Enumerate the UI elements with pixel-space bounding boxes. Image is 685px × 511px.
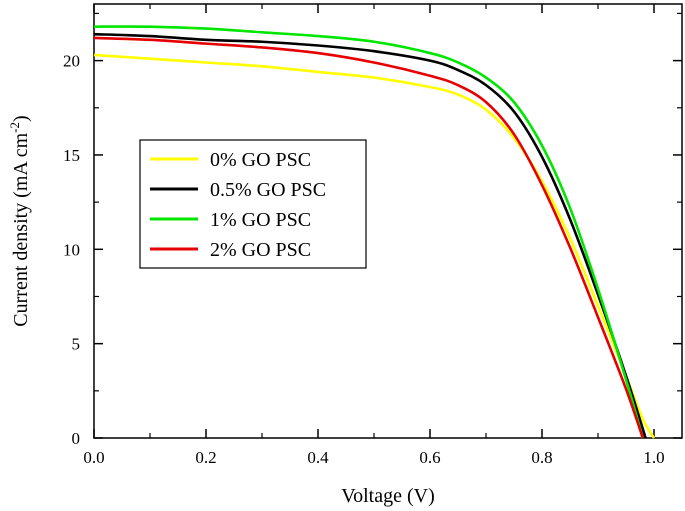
legend-label-2: 1% GO PSC: [210, 209, 311, 231]
x-tick-label: 0.4: [307, 448, 329, 467]
x-axis-title: Voltage (V): [341, 485, 435, 507]
y-tick-label: 0: [72, 429, 81, 448]
plot-frame: [93, 3, 683, 439]
x-tick-label: 0.0: [83, 448, 104, 467]
legend-label-3: 2% GO PSC: [210, 239, 311, 261]
y-axis-title-sup: -2: [7, 122, 22, 133]
y-axis-title: Current density (mA cm-2): [7, 115, 32, 326]
legend: 0% GO PSC 0.5% GO PSC 1% GO PSC 2% GO PSC: [139, 139, 367, 269]
x-tick-label: 0.2: [195, 448, 216, 467]
y-axis-ticks: 0 5 10 15 20: [63, 12, 682, 448]
y-tick-label: 15: [63, 146, 80, 165]
series-line-1: [93, 32, 647, 439]
legend-box: [139, 139, 367, 269]
x-tick-label: 1.0: [643, 448, 664, 467]
legend-label-0: 0% GO PSC: [210, 149, 311, 171]
series-lines: [93, 25, 656, 439]
y-tick-label: 5: [72, 335, 81, 354]
x-tick-label: 0.6: [419, 448, 440, 467]
y-axis-title-main: Current density (mA cm: [10, 132, 32, 326]
y-tick-label: 10: [63, 240, 80, 259]
y-tick-label: 20: [63, 52, 80, 71]
legend-label-1: 0.5% GO PSC: [210, 179, 326, 201]
series-line-3: [93, 36, 645, 439]
series-line-0: [93, 53, 656, 439]
x-tick-label: 0.8: [531, 448, 552, 467]
x-axis-ticks: 0.0 0.2 0.4 0.6 0.8 1.0: [83, 4, 665, 467]
series-line-2: [93, 25, 645, 439]
y-axis-title-close: ): [10, 115, 32, 122]
